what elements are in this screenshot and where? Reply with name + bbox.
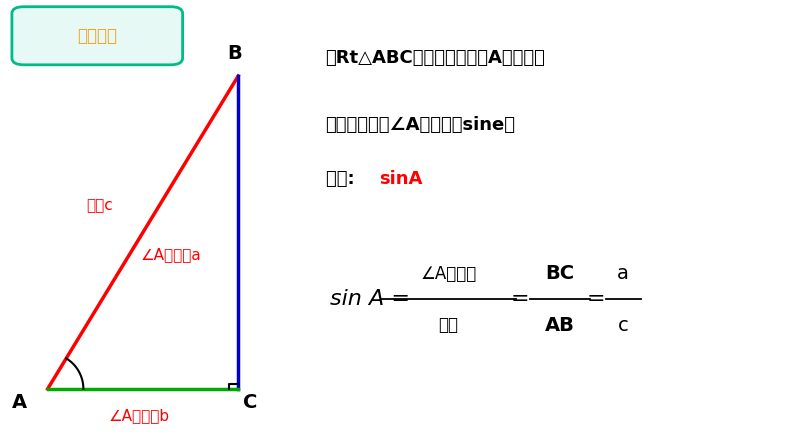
Text: ∠A的邻边b: ∠A的邻边b xyxy=(109,408,169,423)
Text: c: c xyxy=(618,316,629,335)
Text: B: B xyxy=(227,44,241,63)
Text: sinA: sinA xyxy=(380,170,423,188)
Text: A: A xyxy=(12,393,28,412)
Text: 记作:: 记作: xyxy=(326,170,360,188)
Text: =: = xyxy=(511,290,530,309)
Text: 在Rt△ABC中，我们把锐角A的对边与: 在Rt△ABC中，我们把锐角A的对边与 xyxy=(326,49,545,67)
Text: 斜边的比叫做∠A的正弦（sine）: 斜边的比叫做∠A的正弦（sine） xyxy=(326,116,515,134)
Text: ∠A的对边: ∠A的对边 xyxy=(421,265,476,283)
Text: ∠A的对边a: ∠A的对边a xyxy=(141,247,201,262)
Text: 新知讲解: 新知讲解 xyxy=(77,27,118,45)
Text: AB: AB xyxy=(545,316,575,335)
Text: 斜边: 斜边 xyxy=(438,316,459,334)
FancyBboxPatch shape xyxy=(12,7,183,65)
Text: BC: BC xyxy=(545,264,574,283)
Text: sin A =: sin A = xyxy=(330,290,410,309)
Text: a: a xyxy=(618,264,629,283)
Text: C: C xyxy=(243,393,257,412)
Text: =: = xyxy=(586,290,605,309)
Text: 斜边c: 斜边c xyxy=(86,198,113,213)
